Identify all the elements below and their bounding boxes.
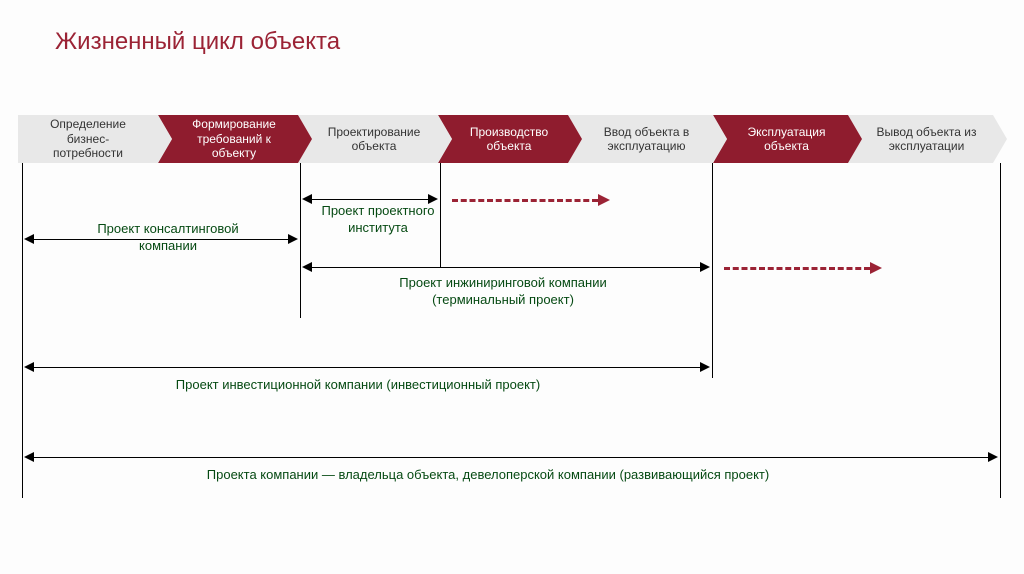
stage-chevron-3: Производство объекта bbox=[438, 115, 568, 163]
span-label-1: Проект проектного института bbox=[318, 203, 438, 237]
span-arrowR-0 bbox=[288, 234, 298, 244]
stage-chevron-2: Проектирование объекта bbox=[298, 115, 438, 163]
vline-2 bbox=[440, 163, 441, 268]
stage-chevrons: Определение бизнес-потребностиФормирован… bbox=[18, 115, 993, 163]
span-arrowL-3 bbox=[24, 362, 34, 372]
stage-chevron-1: Формирование требований к объекту bbox=[158, 115, 298, 163]
vline-0 bbox=[22, 163, 23, 498]
span-label-3: Проект инвестиционной компании (инвестиц… bbox=[148, 377, 568, 394]
span-arrowR-3 bbox=[700, 362, 710, 372]
span-arrowL-4 bbox=[24, 452, 34, 462]
page-title: Жизненный цикл объекта bbox=[55, 28, 340, 56]
span-arrowL-2 bbox=[302, 262, 312, 272]
vline-3 bbox=[712, 163, 713, 378]
span-line-3 bbox=[28, 367, 706, 368]
dashed-arrow-1 bbox=[724, 267, 870, 270]
vline-1 bbox=[300, 163, 301, 318]
dashed-arrowhead-1 bbox=[870, 262, 882, 274]
span-line-4 bbox=[28, 457, 994, 458]
stage-chevron-5: Эксплуатация объекта bbox=[713, 115, 848, 163]
dashed-arrowhead-0 bbox=[598, 194, 610, 206]
span-label-4: Проекта компании — владельца объекта, де… bbox=[168, 467, 808, 484]
lifecycle-diagram: Проект консалтинговой компании Проект про… bbox=[18, 163, 1006, 543]
stage-chevron-6: Вывод объекта из эксплуатации bbox=[848, 115, 993, 163]
vline-4 bbox=[1000, 163, 1001, 498]
span-line-2 bbox=[306, 267, 706, 268]
span-label-0: Проект консалтинговой компании bbox=[78, 221, 258, 255]
span-arrowR-4 bbox=[988, 452, 998, 462]
span-arrowR-2 bbox=[700, 262, 710, 272]
stage-chevron-0: Определение бизнес-потребности bbox=[18, 115, 158, 163]
span-label-2: Проект инжиниринговой компании (терминал… bbox=[373, 275, 633, 309]
span-line-1 bbox=[306, 199, 434, 200]
dashed-arrow-0 bbox=[452, 199, 598, 202]
span-arrowL-1 bbox=[302, 194, 312, 204]
span-arrowL-0 bbox=[24, 234, 34, 244]
stage-chevron-4: Ввод объекта в эксплуатацию bbox=[568, 115, 713, 163]
